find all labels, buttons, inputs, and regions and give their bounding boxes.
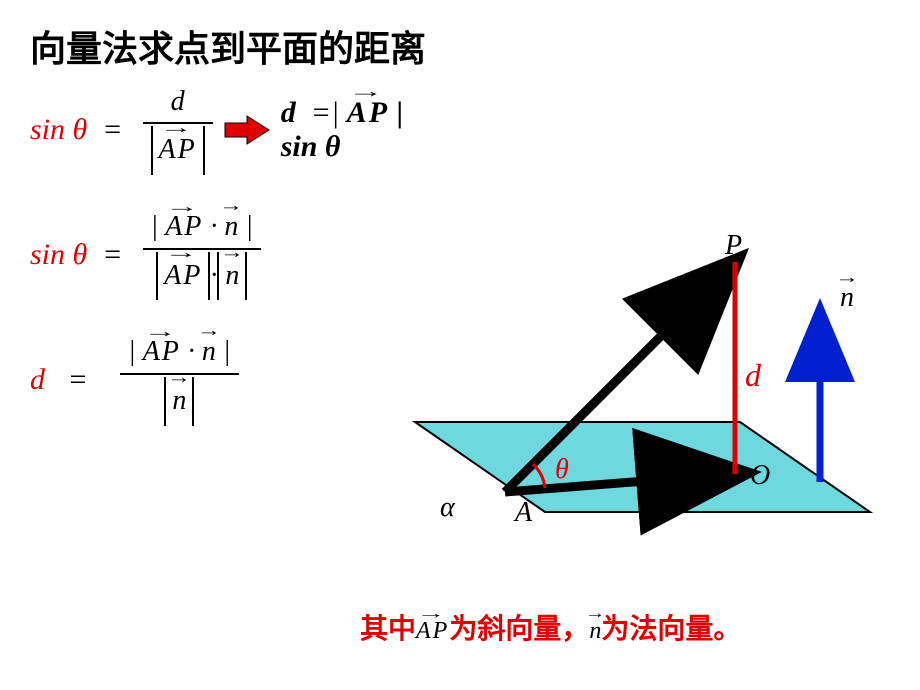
dot-2a: · — [210, 211, 217, 242]
frac2-den: AP · n — [148, 250, 255, 303]
formula-3: d = | AP · n | n — [30, 332, 410, 427]
ap-vec-2b: AP — [164, 254, 202, 299]
equals-1: = — [102, 113, 122, 146]
note-ap: AP — [416, 618, 449, 645]
formulas-block: sin θ = d AP d =| AP | sin θ — [30, 82, 410, 458]
content-area: sin θ = d AP d =| AP | sin θ — [30, 82, 890, 662]
label-A: A — [515, 497, 532, 529]
ap-vec-1: AP — [159, 128, 197, 173]
lhs-sin-theta-1: sin θ = — [30, 113, 123, 147]
note-t1: 其中 — [360, 614, 416, 645]
ap-result: AP — [347, 96, 389, 130]
sin-theta-text-2: sin θ — [30, 238, 87, 271]
fraction-2: | AP · n | AP·n — [143, 207, 262, 302]
note-t2: 为斜向量， — [449, 614, 589, 645]
dot-2b: · — [210, 260, 217, 291]
equals-2: = — [102, 238, 122, 271]
note-n: n — [589, 618, 601, 645]
implies-arrow-icon — [223, 114, 271, 146]
frac1-den: AP — [143, 124, 213, 177]
result-formula: d =| AP | sin θ — [281, 96, 410, 164]
note-t3: 为法向量。 — [601, 614, 741, 645]
formula-1: sin θ = d AP d =| AP | sin θ — [30, 82, 410, 177]
n-label-vec: n — [840, 282, 854, 314]
fraction-1: d AP — [143, 82, 213, 177]
lhs-d: d = — [30, 363, 100, 397]
n-vec-3b: n — [172, 379, 186, 424]
bottom-note: 其中AP为斜向量，n为法向量。 — [360, 607, 741, 647]
d-result: d — [281, 96, 296, 129]
label-d: d — [745, 357, 761, 394]
eq-bar: =| — [311, 96, 340, 129]
n-vec-3: n — [202, 334, 216, 370]
page-title: 向量法求点到平面的距离 — [30, 20, 890, 72]
geometry-diagram: P n d θ A O α — [370, 162, 900, 582]
n-vec-2b: n — [225, 254, 239, 299]
d-text: d — [30, 363, 45, 396]
label-P: P — [725, 230, 742, 262]
label-O: O — [750, 460, 770, 492]
sin-theta-text: sin θ — [30, 113, 87, 146]
equals-3: = — [68, 363, 88, 396]
label-alpha: α — [440, 492, 455, 524]
plane-alpha — [415, 422, 870, 512]
label-n: n — [840, 282, 854, 314]
frac3-den: n — [156, 375, 202, 428]
label-theta: θ — [555, 454, 569, 486]
formula-2: sin θ = | AP · n | AP·n — [30, 207, 410, 302]
lhs-sin-theta-2: sin θ = — [30, 238, 123, 272]
fraction-3: | AP · n | n — [120, 332, 239, 427]
